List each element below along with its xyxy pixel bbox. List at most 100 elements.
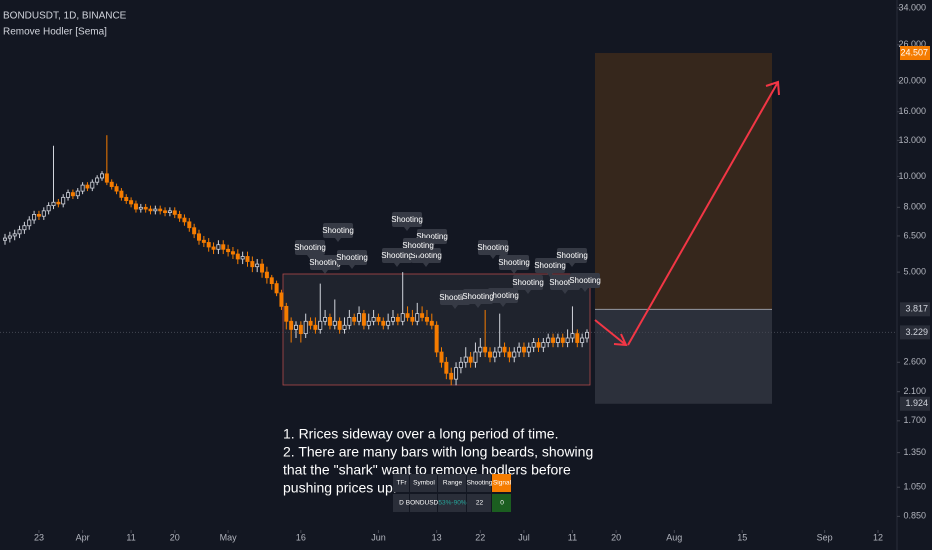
candle-body bbox=[357, 313, 362, 322]
stop-price-label: 1.924 bbox=[905, 398, 928, 408]
candle-body bbox=[298, 324, 303, 335]
shooting-tag bbox=[499, 255, 529, 270]
candle-body bbox=[366, 320, 371, 326]
candle-body bbox=[250, 261, 255, 268]
shooting-tag-pointer bbox=[423, 263, 429, 267]
candle-body bbox=[517, 346, 522, 353]
target-zone bbox=[595, 53, 772, 310]
candle-body bbox=[327, 317, 332, 326]
candle-body bbox=[376, 317, 381, 322]
candle-body bbox=[138, 206, 143, 210]
shooting-tag-label: Shooting bbox=[381, 251, 413, 260]
y-tick-label: 2.600 bbox=[903, 357, 926, 367]
candle-body bbox=[66, 192, 71, 198]
shooting-tag-pointer bbox=[335, 238, 341, 242]
x-tick-label: Jun bbox=[371, 532, 386, 542]
stop-zone bbox=[595, 309, 772, 404]
table-header-cell bbox=[467, 474, 491, 492]
x-tick-label: May bbox=[220, 532, 238, 542]
candle-body bbox=[318, 320, 323, 330]
shooting-tag-label: Shooting bbox=[402, 241, 434, 250]
table-header-cell bbox=[393, 474, 409, 492]
shooting-tag-label: Shooting bbox=[410, 251, 442, 260]
candle-body bbox=[192, 227, 197, 235]
candle-body bbox=[206, 242, 211, 248]
candle-body bbox=[313, 324, 318, 330]
shooting-tag bbox=[488, 288, 518, 303]
candle-body bbox=[143, 206, 148, 210]
target-price-box bbox=[900, 46, 930, 61]
table-cell bbox=[492, 494, 511, 512]
candle-body bbox=[255, 263, 260, 268]
candle-body bbox=[468, 356, 473, 363]
shooting-tag-pointer bbox=[349, 265, 355, 269]
candle-body bbox=[7, 235, 12, 239]
shooting-tag-label: Shooting bbox=[462, 292, 494, 301]
candle-body bbox=[245, 256, 250, 262]
candle-body bbox=[158, 208, 163, 212]
candle-body bbox=[371, 317, 376, 322]
shooting-tag-pointer bbox=[569, 263, 575, 267]
shooting-tag-pointer bbox=[582, 288, 588, 292]
candle-body bbox=[323, 317, 328, 322]
candle-body bbox=[216, 244, 221, 250]
table-header-cell bbox=[492, 474, 511, 492]
shooting-tag-label: Shooting bbox=[322, 226, 354, 235]
candle-body bbox=[27, 219, 32, 227]
candle-body bbox=[46, 205, 51, 212]
candle-body bbox=[124, 196, 129, 202]
shooting-tag-pointer bbox=[511, 270, 517, 274]
note-line: 1. Rrices sideway over a long period of … bbox=[283, 426, 558, 442]
table-cell bbox=[393, 494, 409, 512]
candle-body bbox=[560, 337, 565, 343]
entry-price-label: 3.817 bbox=[905, 304, 928, 314]
candle-body bbox=[361, 313, 366, 326]
x-tick-label: 13 bbox=[432, 532, 442, 542]
x-tick-label: 11 bbox=[126, 532, 135, 542]
table-cell-text: 53%-90% bbox=[438, 500, 466, 507]
candle-body bbox=[454, 367, 459, 380]
shooting-tag-pointer bbox=[490, 255, 496, 259]
x-tick-label: 22 bbox=[475, 532, 485, 542]
shooting-tag-label: Shooting bbox=[294, 243, 326, 252]
target-price-label: 24.507 bbox=[900, 47, 928, 57]
candle-body bbox=[521, 346, 526, 353]
candle-body bbox=[22, 225, 27, 231]
candle-body bbox=[148, 208, 153, 212]
candle-body bbox=[473, 351, 478, 363]
table-cell-text: D bbox=[399, 500, 404, 507]
candle-body bbox=[211, 246, 216, 250]
shooting-tag-pointer bbox=[500, 303, 506, 307]
candle-body bbox=[260, 263, 265, 273]
shooting-tag-pointer bbox=[547, 273, 553, 277]
table-header-text: Range bbox=[443, 480, 463, 487]
shooting-tag-label: Shooting bbox=[487, 291, 519, 300]
table-header-text: Shooting bbox=[467, 480, 493, 487]
note-line: 2. There are many bars with long beards,… bbox=[283, 444, 593, 460]
shooting-tag bbox=[295, 240, 325, 255]
candle-body bbox=[429, 320, 434, 326]
candle-body bbox=[153, 208, 158, 212]
candle-body bbox=[570, 333, 575, 339]
candle-body bbox=[551, 337, 556, 343]
x-tick-label: Apr bbox=[76, 532, 90, 542]
y-tick-label: 1.700 bbox=[903, 415, 926, 425]
y-tick-label: 1.050 bbox=[903, 482, 926, 492]
candle-body bbox=[240, 256, 245, 260]
candle-body bbox=[163, 210, 168, 213]
candle-body bbox=[497, 346, 502, 353]
candle-body bbox=[483, 346, 488, 353]
y-tick-label: 34.000 bbox=[898, 2, 926, 12]
candle-body bbox=[332, 320, 337, 326]
candle-body bbox=[512, 351, 517, 358]
table-header-text: TFr bbox=[396, 480, 407, 487]
table-header-text: Symbol bbox=[413, 480, 435, 487]
shooting-tag bbox=[478, 240, 508, 255]
table-cell-text: 22 bbox=[476, 500, 484, 507]
shooting-tag-label: Shooting bbox=[439, 293, 471, 302]
x-tick-label: 16 bbox=[296, 532, 306, 542]
y-tick-label: 8.000 bbox=[903, 202, 926, 212]
candle-body bbox=[352, 317, 357, 322]
